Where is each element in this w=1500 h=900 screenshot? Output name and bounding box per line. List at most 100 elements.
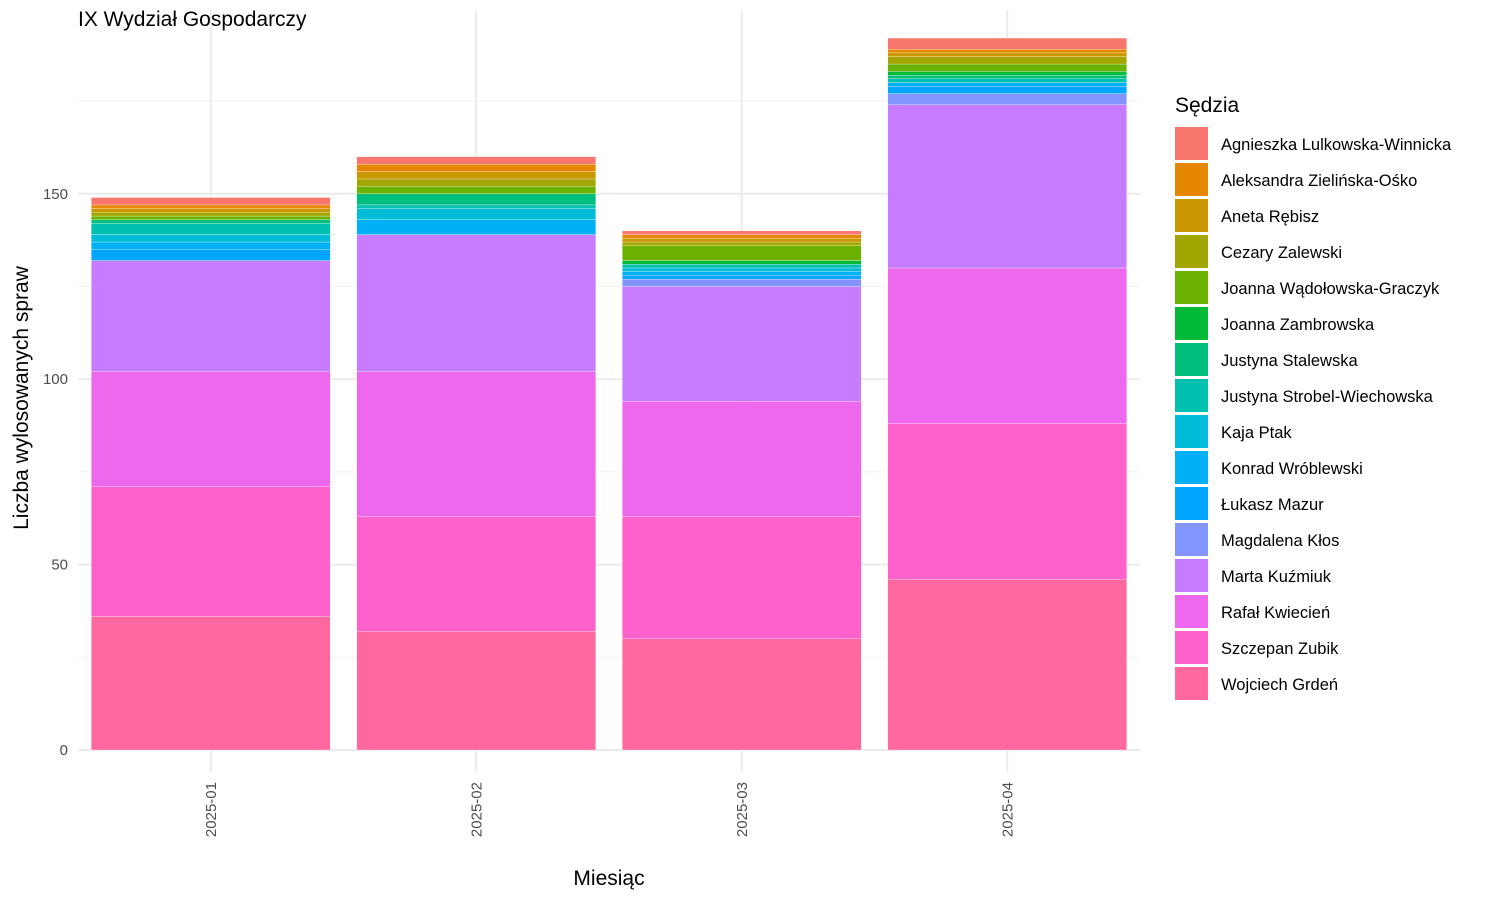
bar-segment bbox=[91, 260, 331, 372]
chart-title: IX Wydział Gospodarczy bbox=[78, 8, 307, 31]
bar-segment bbox=[622, 638, 862, 751]
legend-key bbox=[1175, 307, 1208, 340]
y-tick-label: 100 bbox=[43, 371, 68, 388]
bar-segment bbox=[356, 371, 596, 517]
bar-segment bbox=[622, 241, 862, 246]
legend-key bbox=[1175, 451, 1208, 484]
bar-segment bbox=[356, 234, 596, 372]
bar-segment bbox=[622, 278, 862, 287]
bar-segment bbox=[887, 56, 1127, 65]
bar-segment bbox=[91, 371, 331, 487]
bar-segment bbox=[622, 401, 862, 517]
y-tick-label: 50 bbox=[51, 557, 68, 574]
legend-key bbox=[1175, 199, 1208, 232]
legend-label: Rafał Kwiecień bbox=[1221, 604, 1330, 622]
x-tick-label: 2025-04 bbox=[999, 782, 1016, 837]
legend-key bbox=[1175, 415, 1208, 448]
bar-segment bbox=[356, 219, 596, 235]
bar-segment bbox=[91, 486, 331, 617]
legend-key bbox=[1175, 667, 1208, 700]
bar-segment bbox=[356, 516, 596, 632]
legend-label: Joanna Zambrowska bbox=[1221, 316, 1375, 334]
x-tick-label: 2025-01 bbox=[203, 782, 220, 837]
bar-segment bbox=[887, 78, 1127, 83]
bar-segment bbox=[622, 230, 862, 235]
legend: Sędzia Agnieszka Lulkowska-Winnicka Aleks… bbox=[1175, 94, 1452, 700]
bar-segment bbox=[887, 423, 1127, 580]
bar-segment bbox=[91, 616, 331, 751]
bar-segment bbox=[887, 82, 1127, 87]
bar-segment bbox=[356, 208, 596, 220]
y-axis-ticks: 0 50 100 150 bbox=[43, 186, 68, 759]
bar-segment bbox=[91, 234, 331, 243]
legend-label: Wojciech Grdeń bbox=[1221, 676, 1338, 694]
bar-segment bbox=[356, 163, 596, 172]
y-tick-label: 0 bbox=[60, 742, 68, 759]
bar-segment bbox=[91, 204, 331, 209]
bar-segment bbox=[887, 74, 1127, 80]
bar-segment bbox=[91, 212, 331, 217]
bar-segment bbox=[887, 49, 1127, 54]
legend-key bbox=[1175, 523, 1208, 556]
legend-key bbox=[1175, 595, 1208, 628]
bar-segment bbox=[887, 37, 1127, 50]
legend-key bbox=[1175, 271, 1208, 304]
x-tick-label: 2025-03 bbox=[734, 782, 751, 837]
x-axis-title: Miesiąc bbox=[573, 867, 644, 890]
bar-segment bbox=[622, 275, 862, 280]
legend-key bbox=[1175, 163, 1208, 196]
bar-segment bbox=[622, 264, 862, 269]
y-axis-title: Liczba wylosowanych spraw bbox=[10, 265, 33, 530]
bar-segment bbox=[622, 245, 862, 261]
legend-label: Justyna Strobel-Wiechowska bbox=[1221, 388, 1434, 406]
bar-segment bbox=[356, 193, 596, 206]
legend-label: Magdalena Kłos bbox=[1221, 532, 1339, 550]
bar-segment bbox=[91, 223, 331, 235]
legend-label: Konrad Wróblewski bbox=[1221, 460, 1363, 478]
legend-title: Sędzia bbox=[1175, 94, 1240, 117]
bar-segment bbox=[622, 267, 862, 272]
legend-label: Cezary Zalewski bbox=[1221, 244, 1342, 262]
legend-key bbox=[1175, 559, 1208, 592]
bar-segment bbox=[887, 104, 1127, 269]
bar-segment bbox=[622, 516, 862, 639]
legend-label: Justyna Stalewska bbox=[1221, 352, 1358, 370]
bar-segment bbox=[622, 286, 862, 402]
bar-segment bbox=[356, 186, 596, 194]
bar-segment bbox=[91, 215, 331, 220]
bar-segment bbox=[356, 204, 596, 209]
legend-label: Aneta Rębisz bbox=[1221, 208, 1319, 226]
legend-label: Agnieszka Lulkowska-Winnicka bbox=[1221, 136, 1452, 154]
legend-label: Joanna Wądołowska-Graczyk bbox=[1221, 280, 1440, 298]
bars bbox=[91, 37, 1127, 751]
bar-segment bbox=[887, 71, 1127, 76]
legend-label: Łukasz Mazur bbox=[1221, 496, 1324, 514]
x-tick-label: 2025-02 bbox=[468, 782, 485, 837]
bar-segment bbox=[356, 178, 596, 187]
bar-segment bbox=[622, 238, 862, 243]
bar-segment bbox=[887, 267, 1127, 424]
bar-segment bbox=[91, 219, 331, 224]
bar-segment bbox=[91, 197, 331, 206]
bar-segment bbox=[887, 86, 1127, 94]
bar-segment bbox=[887, 52, 1127, 57]
legend-label: Marta Kuźmiuk bbox=[1221, 568, 1332, 586]
legend-key bbox=[1175, 487, 1208, 520]
legend-key bbox=[1175, 631, 1208, 664]
legend-key bbox=[1175, 379, 1208, 412]
bar-segment bbox=[622, 271, 862, 276]
legend-label: Szczepan Zubik bbox=[1221, 640, 1339, 658]
legend-key bbox=[1175, 343, 1208, 376]
bar-segment bbox=[887, 93, 1127, 105]
bar-segment bbox=[887, 579, 1127, 751]
bar-segment bbox=[356, 156, 596, 165]
bar-segment bbox=[356, 631, 596, 751]
legend-label: Aleksandra Zielińska-Ośko bbox=[1221, 172, 1417, 190]
bar-segment bbox=[91, 241, 331, 250]
legend-label: Kaja Ptak bbox=[1221, 424, 1292, 442]
legend-key bbox=[1175, 127, 1208, 160]
bar-segment bbox=[622, 234, 862, 239]
x-axis-ticks: 2025-01 2025-02 2025-03 2025-04 bbox=[203, 782, 1017, 837]
bar-segment bbox=[887, 63, 1127, 72]
